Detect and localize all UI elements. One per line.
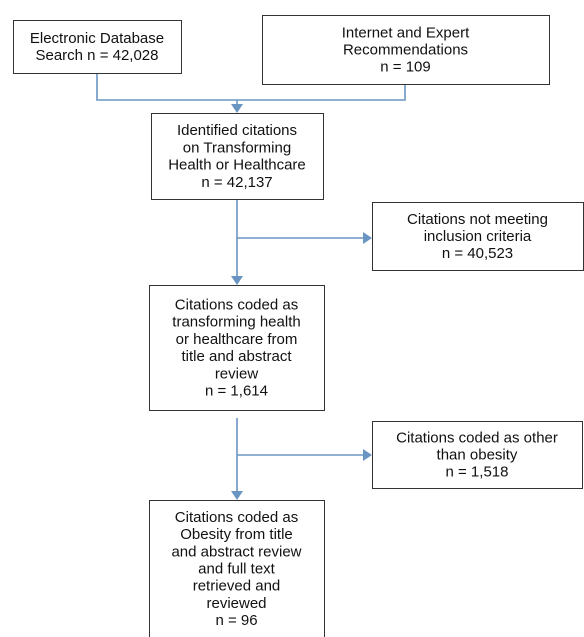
connectors: [96, 73, 406, 500]
arrowhead: [363, 232, 372, 244]
box-text: Citations not meeting: [407, 211, 548, 228]
box-text: retrieved and: [193, 578, 281, 595]
box-text: on Transforming: [183, 139, 291, 156]
box-text: reviewed: [206, 595, 266, 612]
box-text: Citations coded as: [175, 296, 298, 313]
box: [149, 285, 325, 411]
box-text: inclusion criteria: [424, 228, 532, 245]
box-text: and full text: [198, 560, 276, 577]
box-text: n = 109: [380, 59, 430, 76]
box-text: Identified citations: [177, 122, 297, 139]
box-text: and abstract review: [171, 543, 301, 560]
box-text: Citations coded as other: [396, 429, 558, 446]
arrowhead: [363, 449, 372, 461]
box-text: Search n = 42,028: [35, 47, 158, 64]
arrowhead: [231, 276, 243, 285]
box-text: Citations coded as: [175, 509, 298, 526]
box-text: n = 1,518: [446, 464, 509, 481]
box-text: n = 42,137: [201, 174, 272, 191]
box-text: or healthcare from: [176, 331, 298, 348]
box-text: than obesity: [437, 446, 518, 463]
box-text: Electronic Database: [30, 30, 164, 47]
box: [262, 15, 550, 85]
box-text: Recommendations: [343, 41, 468, 58]
box: [151, 113, 324, 200]
box: [372, 421, 583, 489]
box: [13, 20, 182, 74]
box-text: Internet and Expert: [342, 24, 470, 41]
arrowhead: [231, 104, 243, 113]
box-text: title and abstract: [181, 348, 292, 365]
box-text: Health or Healthcare: [168, 157, 306, 174]
box: [372, 202, 584, 271]
box-text: n = 40,523: [442, 245, 513, 262]
arrowhead: [231, 491, 243, 500]
box-text: review: [215, 365, 259, 382]
connector: [96, 73, 406, 101]
box-text: n = 1,614: [205, 382, 268, 399]
box-text: n = 96: [215, 612, 257, 629]
box-text: Obesity from title: [180, 526, 293, 543]
box: [149, 500, 325, 637]
box-text: transforming health: [172, 314, 300, 331]
